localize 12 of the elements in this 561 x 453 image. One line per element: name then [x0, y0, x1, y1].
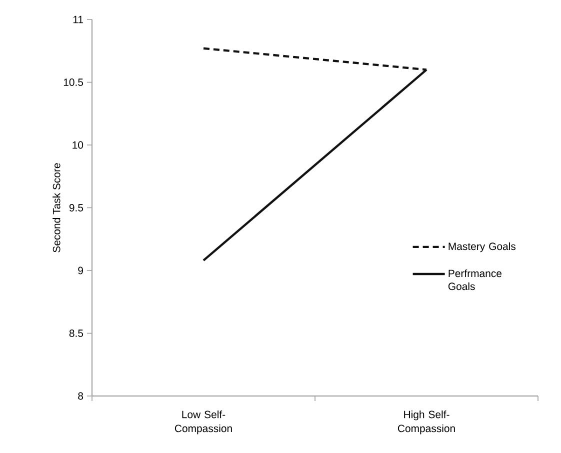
legend-label: Mastery Goals	[448, 242, 516, 252]
y-tick-label: 8.5	[69, 330, 84, 337]
y-tick-label: 9.5	[69, 204, 84, 212]
legend-label: Perfrmance Goals	[448, 269, 502, 290]
y-tick-label: 10.5	[64, 78, 84, 86]
x-tick-label: High Self-Compassion	[398, 410, 455, 434]
y-tick-label: 8	[78, 392, 84, 400]
y-tick-label: 11	[73, 16, 83, 24]
x-tick-label: Low Self-Compassion	[174, 410, 232, 434]
y-tick-label: 9	[78, 266, 83, 274]
y-tick-label: 10	[72, 141, 84, 149]
y-axis-title: Second Task Score	[52, 163, 60, 252]
